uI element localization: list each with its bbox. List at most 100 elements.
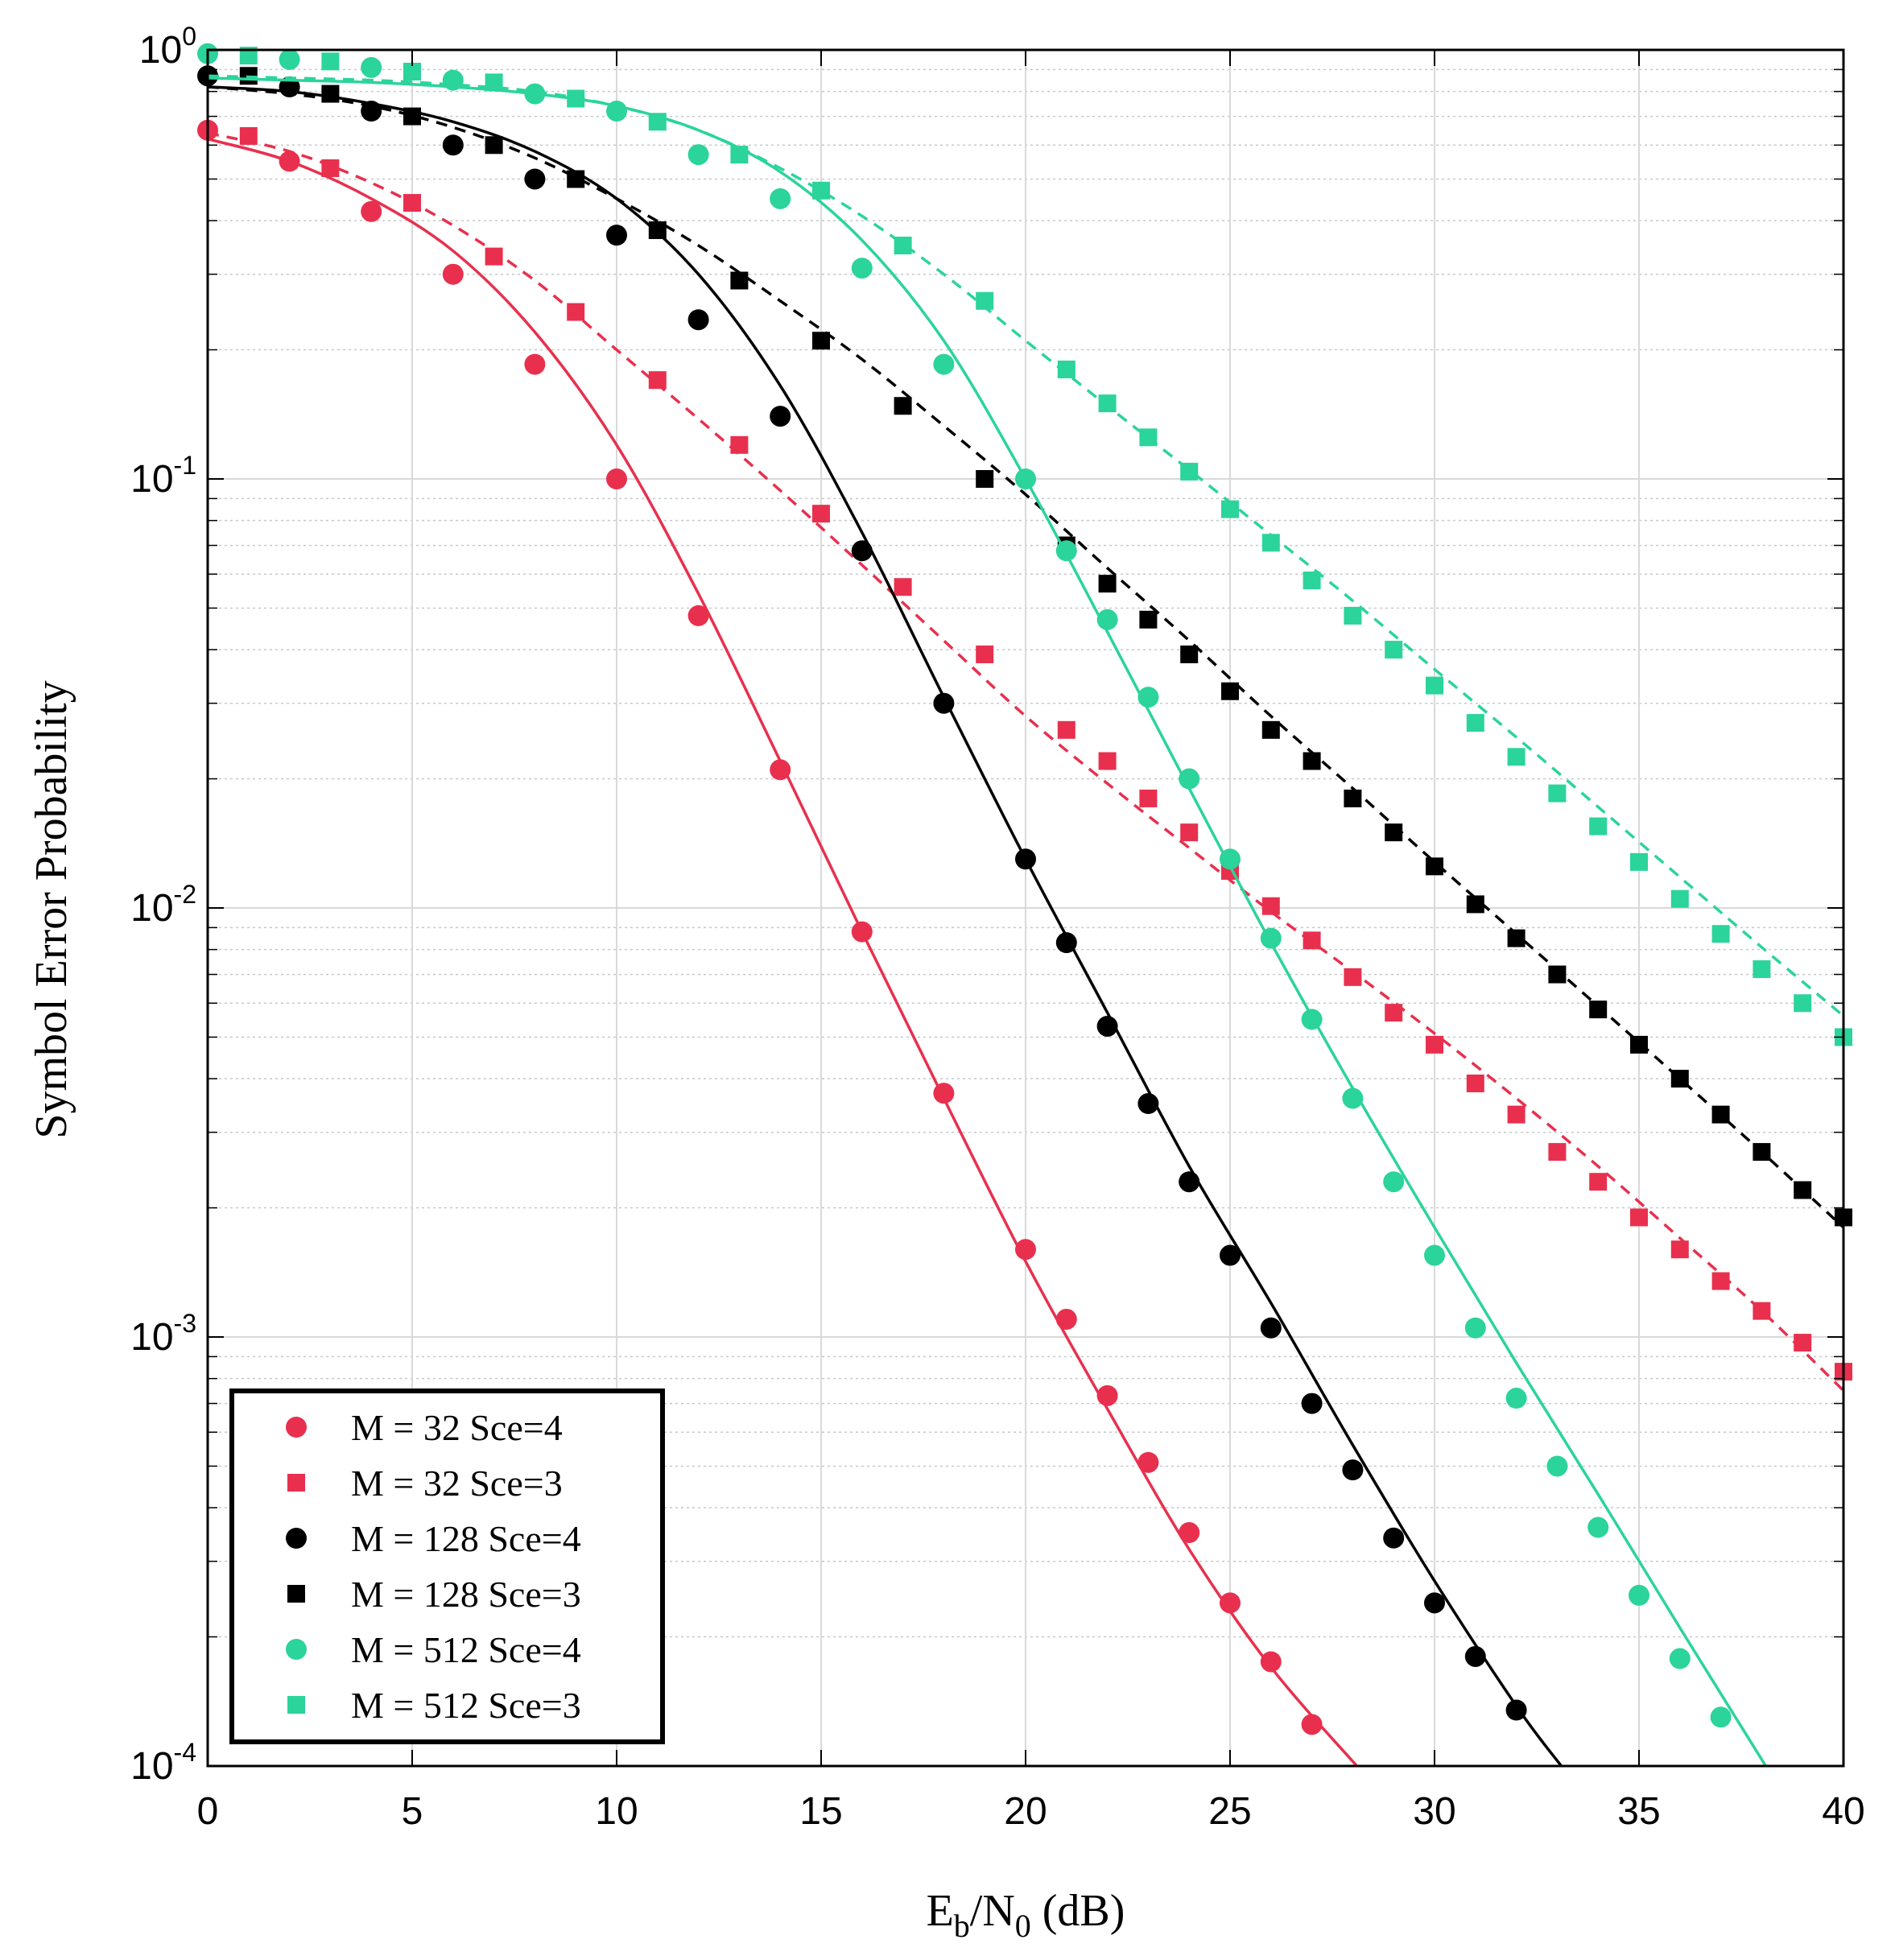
legend-label-6: M = 512 Sce=3 — [351, 1685, 581, 1726]
y-tick-label-exponent: -3 — [174, 1309, 196, 1338]
series-4-point — [403, 107, 421, 126]
series-3-point — [1505, 1699, 1527, 1721]
series-6-point — [1261, 534, 1280, 552]
series-2-point — [1426, 1035, 1443, 1054]
series-6-point — [812, 181, 830, 200]
series-2-point — [1670, 1240, 1689, 1259]
series-2-point — [1466, 1074, 1484, 1092]
series-5-point — [361, 56, 382, 78]
y-tick-label: 10-1 — [130, 451, 196, 501]
series-1-point — [687, 605, 709, 626]
series-1 — [197, 119, 1358, 1766]
x-axis-title-n: /N — [970, 1886, 1015, 1936]
series-6-point — [894, 237, 912, 255]
x-tick-label-5: 5 — [402, 1790, 423, 1833]
x-axis-title-sub-0: 0 — [1015, 1908, 1031, 1944]
series-5-point — [1342, 1087, 1364, 1109]
series-6-point — [403, 62, 421, 80]
series-5-point — [1424, 1244, 1445, 1266]
series-1-point — [1260, 1651, 1282, 1673]
series-2-point — [1385, 1004, 1403, 1022]
series-5-point — [1015, 468, 1036, 489]
series-1-point — [933, 1083, 955, 1104]
series-5-point — [1710, 1706, 1732, 1728]
series-6-point — [1057, 360, 1075, 378]
series-6-point — [1385, 641, 1403, 659]
series-5-point — [606, 101, 627, 122]
series-3-point — [1220, 1244, 1241, 1266]
series-4-point — [1139, 610, 1158, 629]
series-2-point — [976, 645, 994, 663]
series-1-point — [1137, 1451, 1159, 1473]
series-2-point — [239, 126, 258, 145]
series-4-point — [1548, 965, 1567, 984]
series-3-point — [933, 692, 955, 714]
x-axis-title-unit: (dB) — [1031, 1886, 1125, 1936]
series-5-point — [1587, 1516, 1609, 1538]
series-1-point — [606, 468, 627, 489]
y-tick-label: 100 — [139, 22, 196, 72]
series-4-point — [1344, 789, 1362, 807]
series-2-point — [1711, 1272, 1730, 1290]
series-3-point — [524, 168, 546, 190]
series-5-point — [1220, 848, 1241, 870]
series-5-point — [1629, 1584, 1649, 1606]
series-2-point — [1630, 1208, 1648, 1227]
series-6-point — [1466, 714, 1484, 732]
series-5-point — [442, 69, 464, 91]
series-2-point — [812, 505, 830, 523]
series-2-point — [648, 371, 667, 390]
legend-label-1: M = 32 Sce=4 — [351, 1407, 563, 1448]
series-5-point — [1301, 1009, 1323, 1030]
series-3 — [197, 65, 1563, 1766]
series-3-point — [1260, 1317, 1282, 1339]
series-2-point — [1507, 1105, 1525, 1124]
series-5-point — [1096, 609, 1118, 630]
series-6-point — [1670, 889, 1689, 908]
y-tick-label-base: 10 — [130, 887, 173, 930]
x-axis-title-e: E — [927, 1886, 954, 1936]
series-3-point — [1137, 1093, 1159, 1115]
x-tick-label-35: 35 — [1617, 1790, 1660, 1833]
axis-ticks — [207, 49, 1844, 1767]
series-6-point — [1753, 960, 1771, 979]
series-2-point — [1548, 1143, 1567, 1162]
series-5-point — [1383, 1171, 1405, 1193]
series-4-point — [1794, 1181, 1812, 1199]
x-axis-title: Eb/N0 (dB) — [927, 1886, 1125, 1944]
series-4-point — [1589, 1001, 1608, 1019]
series-2-point — [567, 303, 585, 321]
series-1-point — [361, 200, 382, 222]
series-1-point — [1096, 1384, 1118, 1406]
series-6-point — [1098, 394, 1117, 413]
y-tick-label-exponent: -4 — [174, 1738, 196, 1767]
series-layer — [197, 43, 1852, 1766]
series-4-point — [976, 470, 994, 488]
series-3-point — [442, 134, 464, 156]
series-2-point — [403, 194, 421, 213]
legend-marker-4 — [287, 1585, 305, 1603]
series-5-point — [1505, 1388, 1527, 1409]
x-tick-label-20: 20 — [1004, 1790, 1047, 1833]
series-5-point — [524, 83, 546, 105]
series-1-point — [279, 151, 300, 172]
series-3-point — [1383, 1527, 1405, 1549]
series-4-point — [1385, 823, 1403, 842]
y-tick-label-base: 10 — [139, 29, 182, 72]
series-5-point — [851, 258, 873, 279]
x-axis-title-sub-b: b — [954, 1908, 970, 1944]
y-tick-label-base: 10 — [130, 1745, 173, 1788]
series-6-point — [1507, 748, 1525, 766]
series-2-point — [1344, 968, 1362, 986]
series-6-point — [648, 113, 667, 131]
y-tick-label-exponent: -1 — [174, 451, 196, 480]
series-6 — [208, 47, 1852, 1046]
legend-label-4: M = 128 Sce=3 — [351, 1574, 581, 1615]
x-tick-label-15: 15 — [799, 1790, 842, 1833]
series-4-point — [1098, 575, 1117, 593]
series-1-point — [524, 353, 546, 375]
series-5 — [197, 43, 1767, 1766]
series-1-point — [1220, 1592, 1241, 1614]
series-1-curve — [208, 138, 1358, 1766]
series-3-point — [851, 540, 873, 562]
